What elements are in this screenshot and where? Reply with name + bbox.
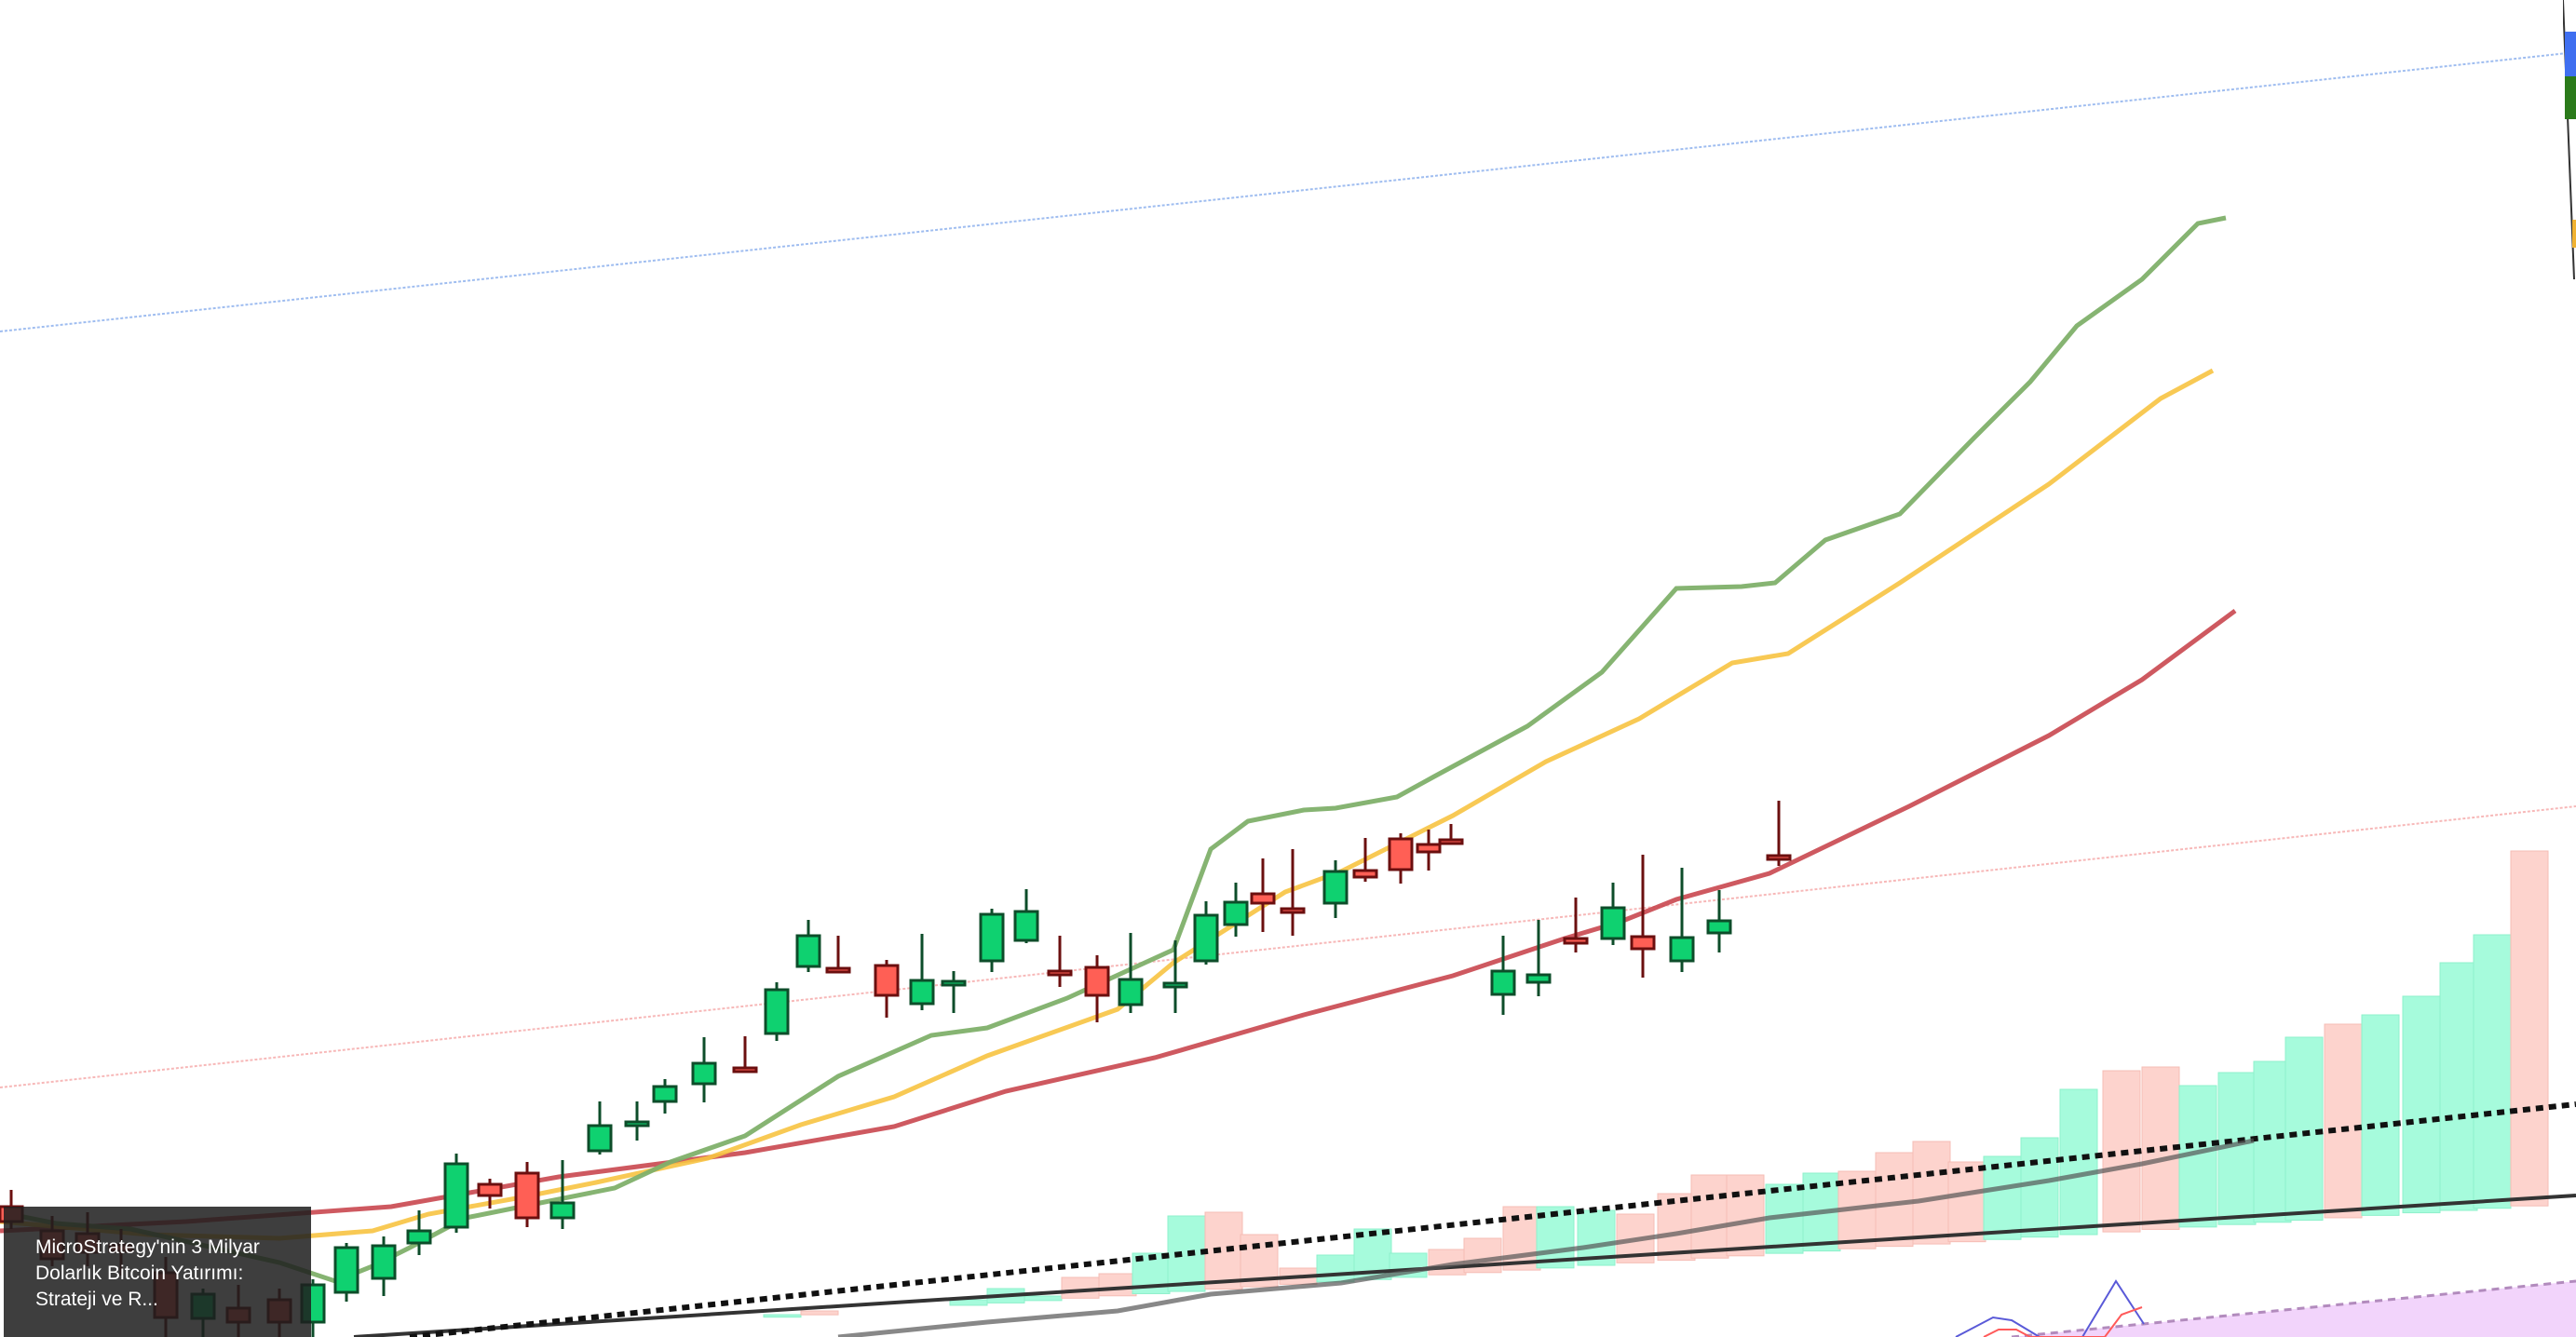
oscillator-fill bbox=[2012, 1281, 2576, 1337]
bullish-candle bbox=[406, 1210, 432, 1255]
bullish-candle bbox=[371, 1236, 397, 1296]
candles bbox=[0, 801, 1792, 1337]
bearish-candle bbox=[514, 1162, 540, 1227]
price-tag-green bbox=[2565, 76, 2576, 119]
bearish-candle bbox=[732, 1036, 758, 1074]
bullish-candle bbox=[443, 1154, 469, 1233]
bearish-candle bbox=[477, 1179, 503, 1209]
volume-bar-up bbox=[1316, 1254, 1355, 1283]
volume-bar-down bbox=[1657, 1193, 1696, 1262]
bullish-candle bbox=[333, 1243, 359, 1302]
red-trendline bbox=[0, 805, 2576, 1088]
volume-bar-up bbox=[2473, 934, 2512, 1209]
bullish-candle bbox=[1162, 940, 1188, 1013]
article-title[interactable]: MicroStrategy'nin 3 Milyar Dolarlık Bitc… bbox=[35, 1236, 260, 1310]
bullish-candle bbox=[1669, 868, 1695, 972]
bullish-candle bbox=[1193, 901, 1219, 965]
bullish-candle bbox=[549, 1160, 576, 1229]
volume-bar-up bbox=[2285, 1036, 2324, 1222]
price-tag-blue bbox=[2565, 32, 2576, 76]
volume-bar-down bbox=[1947, 1161, 1986, 1243]
volume-bar-up bbox=[2020, 1137, 2059, 1238]
bearish-candle bbox=[1630, 855, 1656, 978]
volume-bar-up bbox=[2439, 962, 2478, 1211]
bearish-candle bbox=[1352, 838, 1378, 882]
article-caption-card[interactable]: MicroStrategy'nin 3 Milyar Dolarlık Bitc… bbox=[4, 1207, 311, 1337]
volume-bar-down bbox=[1204, 1211, 1243, 1290]
volume-bar-down bbox=[1726, 1174, 1765, 1257]
ma-fast-line bbox=[0, 215, 2227, 1284]
ma-mid-line bbox=[0, 368, 2215, 1241]
bullish-candle bbox=[1706, 890, 1732, 952]
bullish-candle bbox=[691, 1037, 717, 1102]
volume-bar-up bbox=[1024, 1295, 1063, 1302]
bullish-candle bbox=[1525, 920, 1552, 996]
volume-bar-up bbox=[763, 1314, 802, 1318]
blue-trendline bbox=[0, 51, 2576, 332]
ma-slow-line bbox=[0, 608, 2237, 1234]
volume-bar-up bbox=[949, 1299, 988, 1306]
volume-baseline bbox=[353, 1194, 2576, 1337]
bullish-candle bbox=[652, 1079, 678, 1114]
oscillator-blue-line bbox=[1955, 1279, 2145, 1337]
bearish-candle bbox=[1250, 858, 1276, 932]
volume-bar-up bbox=[1167, 1215, 1206, 1292]
volume-bar-down bbox=[1875, 1152, 1914, 1248]
volume-bar-up bbox=[2361, 1014, 2400, 1216]
oscillator-dashed-level bbox=[2011, 1279, 2576, 1337]
bullish-candle bbox=[1322, 860, 1349, 918]
bullish-candle bbox=[1490, 936, 1516, 1015]
bearish-candle bbox=[1280, 849, 1306, 936]
volume-bar-up bbox=[1983, 1155, 2022, 1240]
bearish-candle bbox=[1766, 801, 1792, 866]
volume-bar-up bbox=[2402, 995, 2441, 1214]
volume-bar-down bbox=[1690, 1174, 1729, 1259]
volume-bar-down bbox=[1098, 1273, 1137, 1297]
bearish-candle bbox=[1438, 824, 1464, 845]
volume-bar-down bbox=[2324, 1023, 2363, 1219]
bullish-candle bbox=[1118, 933, 1144, 1013]
oscillator-red-line bbox=[1983, 1306, 2143, 1337]
volume-ma-line bbox=[837, 1138, 2255, 1337]
bearish-candle bbox=[1416, 830, 1442, 871]
volume-bar-down bbox=[1912, 1141, 1951, 1245]
bearish-candle bbox=[1047, 936, 1073, 987]
bullish-candle bbox=[909, 934, 935, 1010]
bullish-candle bbox=[1013, 889, 1039, 943]
volume-bar-down bbox=[1502, 1206, 1541, 1271]
volume-bar-down bbox=[800, 1310, 839, 1316]
bullish-candle bbox=[979, 909, 1005, 972]
volume-dotted-trend bbox=[409, 1101, 2576, 1337]
bearish-candle bbox=[1563, 898, 1589, 952]
bullish-candle bbox=[941, 971, 967, 1013]
bullish-candle bbox=[1600, 883, 1626, 945]
price-tag-orange bbox=[2572, 220, 2576, 248]
bullish-candle bbox=[764, 982, 790, 1041]
bullish-candle bbox=[624, 1101, 650, 1141]
bullish-candle bbox=[795, 920, 821, 972]
bullish-candle bbox=[1223, 883, 1249, 937]
volume-bar-up bbox=[1765, 1183, 1804, 1254]
bearish-candle bbox=[1084, 955, 1110, 1022]
bearish-candle bbox=[1388, 833, 1414, 884]
bearish-candle bbox=[874, 960, 900, 1018]
volume-histogram bbox=[763, 850, 2549, 1318]
bearish-candle bbox=[825, 936, 851, 974]
volume-bar-down bbox=[2510, 850, 2549, 1207]
volume-bar-up bbox=[2059, 1088, 2098, 1236]
volume-bar-down bbox=[1061, 1276, 1100, 1299]
bullish-candle bbox=[587, 1101, 613, 1155]
